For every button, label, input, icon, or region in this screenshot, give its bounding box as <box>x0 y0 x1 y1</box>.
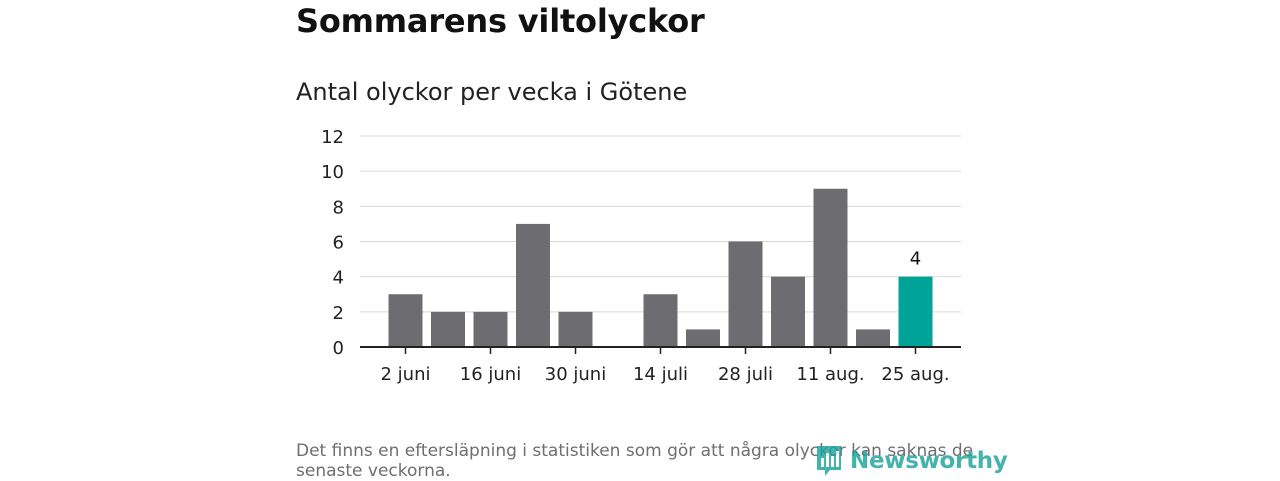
bar <box>728 241 763 347</box>
data-label: 4 <box>910 249 921 270</box>
chart-subtitle: Antal olyckor per vecka i Götene <box>296 78 688 106</box>
bar <box>473 311 508 347</box>
brand-logo: Newsworthy <box>814 444 1008 478</box>
bar <box>813 188 848 347</box>
x-tick-label: 30 juni <box>545 364 606 385</box>
bar <box>643 294 678 347</box>
bar <box>898 276 933 347</box>
y-tick-label: 4 <box>333 268 344 289</box>
brand-name: Newsworthy <box>850 448 1008 474</box>
bar <box>856 329 890 347</box>
x-tick-label: 11 aug. <box>796 364 864 385</box>
newsworthy-logo-icon <box>817 446 841 476</box>
bar <box>388 294 423 347</box>
y-tick-label: 0 <box>333 338 344 359</box>
x-tick-label: 25 aug. <box>881 364 949 385</box>
x-tick-label: 16 juni <box>460 364 521 385</box>
x-tick-label: 14 juli <box>633 364 688 385</box>
y-tick-label: 10 <box>321 162 344 183</box>
bar <box>558 311 593 347</box>
x-tick-label: 2 juni <box>381 364 431 385</box>
bar <box>686 329 720 347</box>
y-tick-label: 12 <box>321 127 344 148</box>
chart-title: Sommarens viltolyckor <box>296 2 705 40</box>
x-tick-label: 28 juli <box>718 364 773 385</box>
bar <box>431 311 465 347</box>
bar <box>516 223 550 347</box>
y-tick-label: 2 <box>333 303 344 324</box>
footnote: Det finns en eftersläpning i statistiken… <box>296 441 974 481</box>
bar <box>771 276 805 347</box>
y-tick-label: 6 <box>333 233 344 254</box>
y-tick-label: 8 <box>333 197 344 218</box>
